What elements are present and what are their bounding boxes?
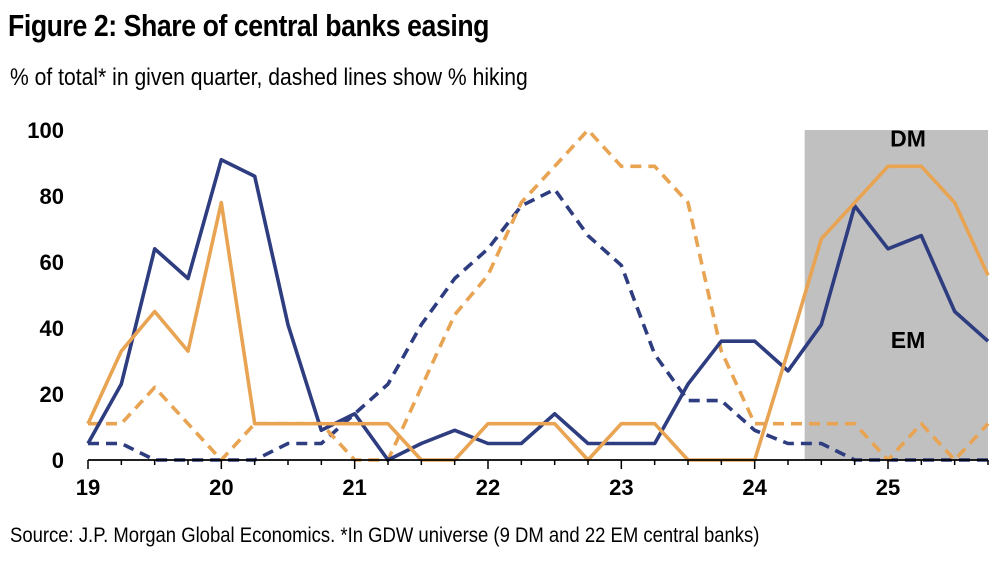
x-tick-label: 21 xyxy=(342,475,366,500)
x-tick-label: 23 xyxy=(609,475,633,500)
x-tick-label: 19 xyxy=(76,475,100,500)
y-tick-label: 20 xyxy=(40,382,64,407)
y-tick-label: 60 xyxy=(40,250,64,275)
series-line-em xyxy=(86,157,990,462)
axes: 19 20 21 22 23 24 25 0 20 40 60 80 100 xyxy=(27,118,989,500)
chart-subtitle: % of total* in given quarter, dashed lin… xyxy=(10,64,528,91)
y-tick-label: 0 xyxy=(52,448,64,473)
y-tick-label: 80 xyxy=(40,184,64,209)
series-line-dm xyxy=(86,164,990,462)
chart-title: Figure 2: Share of central banks easing xyxy=(8,8,490,43)
series-label-dm: DM xyxy=(890,126,926,152)
series-label-em: EM xyxy=(891,327,926,353)
y-tick-label: 40 xyxy=(40,316,64,341)
shaded-region-rect xyxy=(804,130,988,460)
y-tick-label: 100 xyxy=(27,118,64,143)
forecast-shaded-region xyxy=(804,130,988,460)
series-labels: DM EM xyxy=(890,126,926,353)
source-note: Source: J.P. Morgan Global Economics. *I… xyxy=(10,524,760,547)
x-tick-label: 25 xyxy=(876,475,900,500)
x-tick-label: 24 xyxy=(742,475,767,500)
x-tick-label: 22 xyxy=(476,475,500,500)
x-tick-label: 20 xyxy=(209,475,233,500)
series-line-dm-hiking xyxy=(88,128,990,462)
